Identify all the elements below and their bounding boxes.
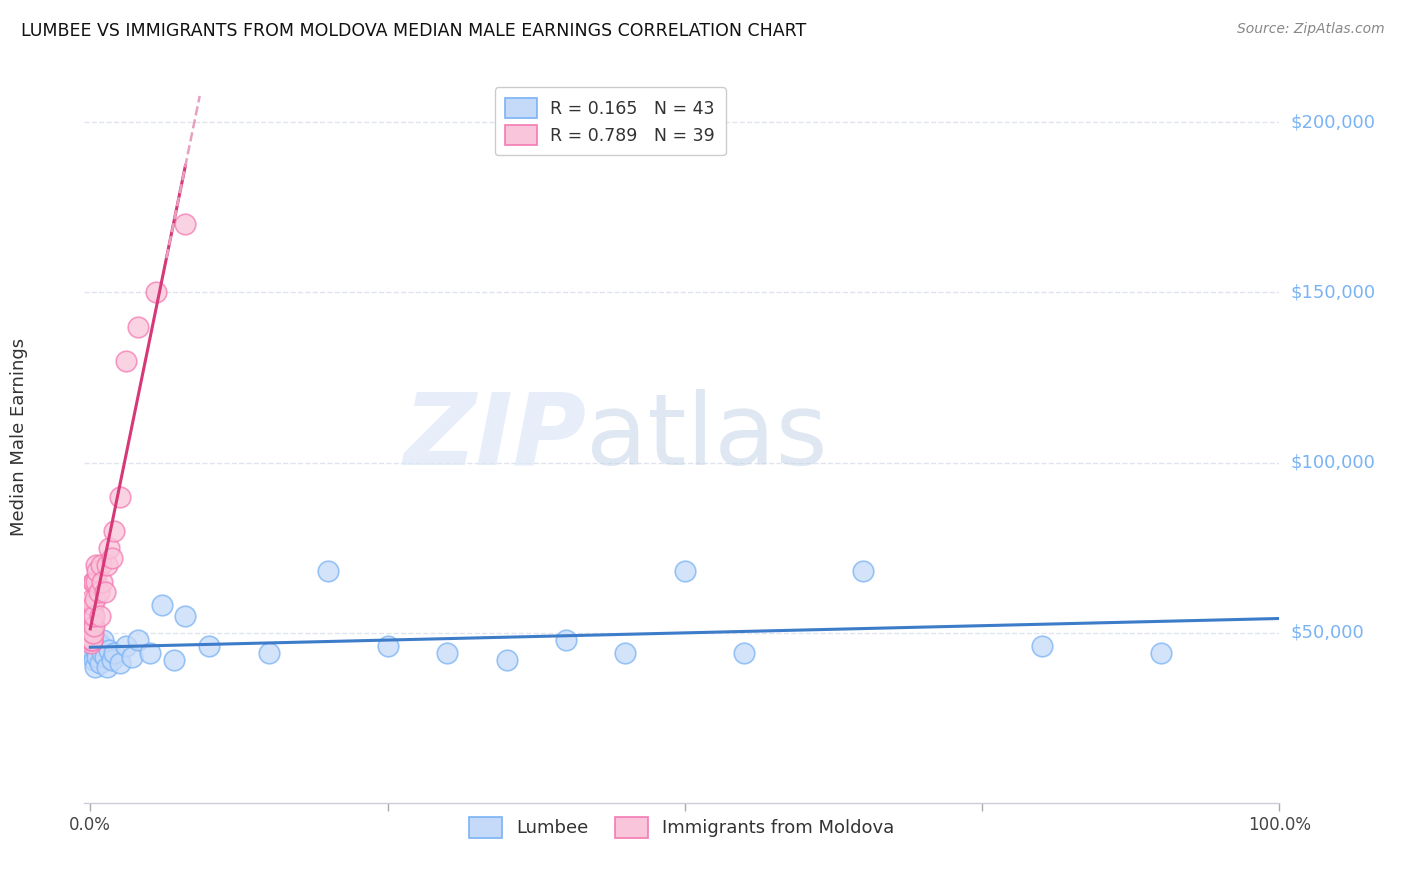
Point (257, 646, 280, 660)
Point (82, 646, 104, 660)
Point (82, 608, 104, 623)
Point (89, 657, 111, 671)
Point (127, 319, 149, 334)
Point (103, 646, 125, 660)
Point (198, 640, 221, 654)
Point (87, 585, 110, 599)
Point (93, 649, 115, 664)
Point (80, 625, 103, 640)
Point (82, 625, 104, 640)
Point (377, 640, 399, 654)
Point (495, 653, 517, 667)
Point (80, 608, 103, 623)
Point (80, 632, 103, 647)
Text: $50,000: $50,000 (1291, 624, 1364, 641)
Point (96, 558, 118, 572)
Text: Source: ZipAtlas.com: Source: ZipAtlas.com (1237, 22, 1385, 37)
Point (115, 353, 138, 368)
Point (673, 565, 696, 579)
Point (80, 636, 103, 650)
Text: Median Male Earnings: Median Male Earnings (10, 338, 28, 536)
Point (150, 599, 173, 613)
Point (316, 565, 339, 579)
Point (108, 490, 131, 504)
Point (127, 632, 149, 647)
Point (614, 646, 637, 660)
Point (82, 619, 104, 633)
Text: $200,000: $200,000 (1291, 113, 1375, 131)
Text: LUMBEE VS IMMIGRANTS FROM MOLDOVA MEDIAN MALE EARNINGS CORRELATION CHART: LUMBEE VS IMMIGRANTS FROM MOLDOVA MEDIAN… (21, 22, 806, 40)
Point (82, 574, 104, 589)
Point (82, 636, 104, 650)
Point (83, 574, 105, 589)
Point (98, 541, 121, 555)
Point (98, 642, 121, 657)
Point (91, 574, 114, 589)
Point (83, 619, 105, 633)
Point (86, 565, 108, 579)
Point (84, 558, 107, 572)
Point (80, 591, 103, 606)
Point (174, 608, 197, 623)
Point (80, 619, 103, 633)
Point (89, 608, 111, 623)
Point (96, 659, 118, 673)
Point (145, 285, 167, 300)
Point (84, 642, 107, 657)
Point (82, 619, 104, 633)
Point (91, 646, 114, 660)
Point (90, 558, 112, 572)
Point (174, 218, 197, 232)
Point (115, 640, 138, 654)
Point (84, 574, 107, 589)
Point (80, 646, 103, 660)
Point (80, 640, 103, 654)
Point (162, 653, 184, 667)
Point (108, 657, 131, 671)
Point (82, 599, 104, 613)
Point (87, 636, 110, 650)
Text: $150,000: $150,000 (1291, 284, 1375, 301)
Point (80, 625, 103, 640)
Point (436, 646, 458, 660)
Point (100, 653, 122, 667)
Text: $100,000: $100,000 (1291, 454, 1375, 472)
Point (83, 608, 105, 623)
Point (84, 659, 107, 673)
Point (90, 640, 112, 654)
Point (733, 646, 755, 660)
Point (80, 608, 103, 623)
Point (93, 632, 115, 647)
Point (83, 632, 105, 647)
Point (100, 550, 122, 565)
Point (103, 524, 125, 538)
Text: ZIP: ZIP (404, 389, 586, 485)
Point (82, 632, 104, 647)
Point (86, 649, 108, 664)
Point (84, 591, 107, 606)
Point (80, 625, 103, 640)
Legend: Lumbee, Immigrants from Moldova: Lumbee, Immigrants from Moldova (458, 806, 905, 848)
Point (1031, 640, 1053, 654)
Point (80, 619, 103, 633)
Point (80, 625, 103, 640)
Point (121, 649, 143, 664)
Point (80, 632, 103, 647)
Point (80, 632, 103, 647)
Point (80, 632, 103, 647)
Point (93, 585, 115, 599)
Text: atlas: atlas (586, 389, 828, 485)
Point (852, 565, 875, 579)
Point (555, 632, 578, 647)
Point (83, 653, 105, 667)
Point (139, 646, 162, 660)
Point (1149, 646, 1171, 660)
